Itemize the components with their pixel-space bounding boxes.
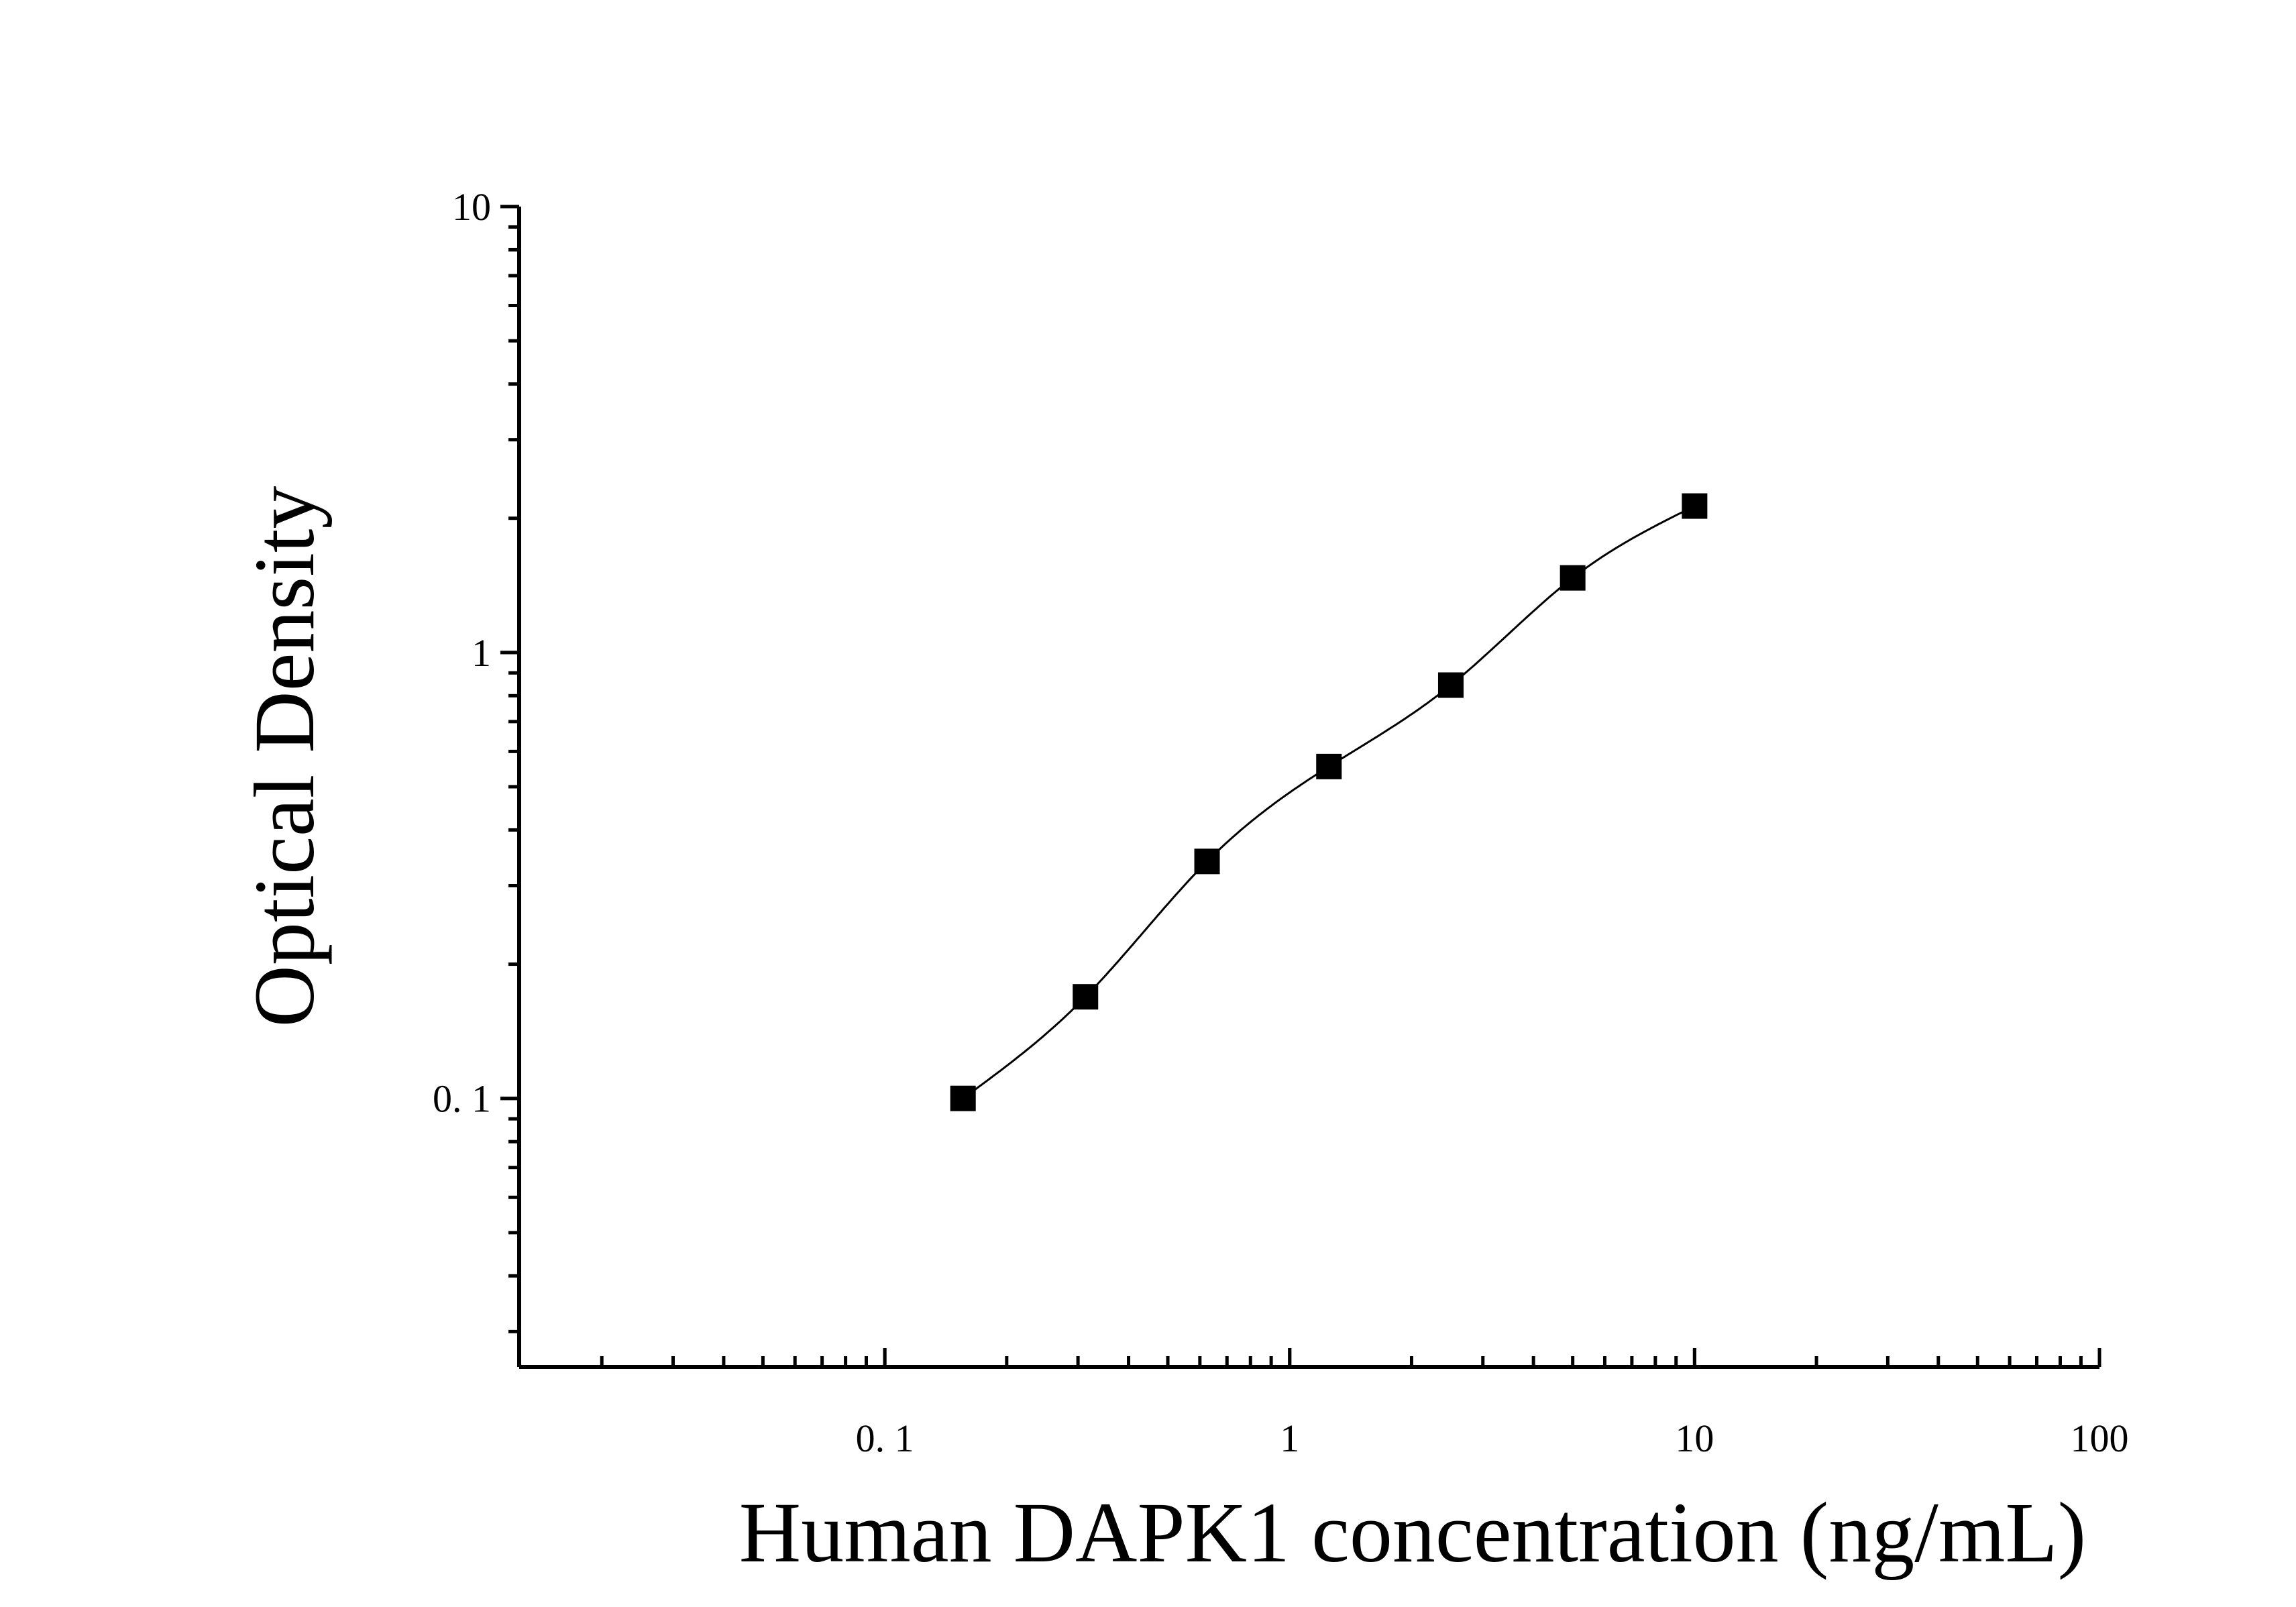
x-tick-label: 100 bbox=[2071, 1417, 2129, 1460]
data-point bbox=[1316, 753, 1342, 779]
fit-curve-layer bbox=[962, 505, 1696, 1099]
data-point bbox=[1437, 672, 1464, 698]
y-tick-label: 0. 1 bbox=[433, 1077, 491, 1121]
x-axis-title: Human DAPK1 concentration (ng/mL) bbox=[739, 1485, 2086, 1580]
y-tick-label: 1 bbox=[472, 631, 491, 675]
x-tick-label: 1 bbox=[1280, 1417, 1299, 1460]
data-point bbox=[1682, 493, 1708, 519]
y-tick-label: 10 bbox=[452, 185, 491, 229]
data-points bbox=[950, 493, 1708, 1111]
axes bbox=[500, 205, 2101, 1369]
data-point bbox=[1560, 565, 1586, 591]
data-point bbox=[950, 1085, 976, 1111]
x-tick-label: 0. 1 bbox=[856, 1417, 914, 1460]
y-axis-title: Optical Density bbox=[237, 486, 332, 1028]
x-tick-label: 10 bbox=[1675, 1417, 1714, 1460]
data-point bbox=[1194, 848, 1220, 875]
data-point bbox=[1073, 984, 1099, 1010]
tick-labels: 0. 1 1 10 100 0. 1 1 10 bbox=[433, 185, 2129, 1460]
fit-curve bbox=[962, 505, 1696, 1099]
